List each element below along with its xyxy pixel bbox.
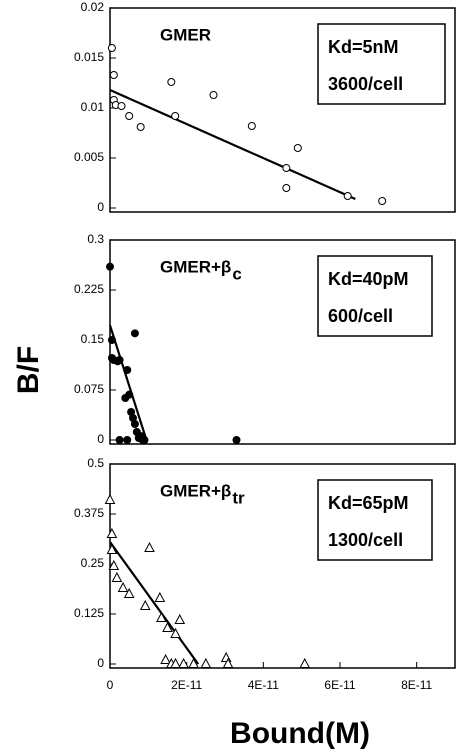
y-tick-label: 0.005 — [74, 150, 104, 164]
annotation-box — [317, 23, 446, 105]
annotation-text: Kd=5nM — [328, 37, 399, 57]
plot-frame — [109, 7, 456, 213]
data-point — [130, 329, 139, 338]
x-axis-label: Bound(M) — [230, 717, 370, 750]
data-point — [117, 581, 129, 592]
annotation-text: 600/cell — [328, 306, 393, 326]
data-point — [109, 71, 118, 79]
data-point — [200, 657, 212, 668]
fit-line — [109, 541, 200, 665]
data-point — [282, 164, 291, 172]
data-point — [222, 657, 234, 668]
data-point — [188, 657, 199, 668]
data-point — [106, 527, 118, 538]
y-tick-label: 0.015 — [74, 50, 104, 64]
data-point — [162, 621, 173, 632]
data-point — [106, 262, 114, 271]
data-point — [174, 613, 186, 624]
data-point — [170, 627, 181, 638]
data-point — [170, 657, 181, 668]
y-tick-label: 0.02 — [81, 0, 105, 14]
data-point — [140, 436, 149, 444]
data-point — [115, 356, 124, 364]
y-tick-label: 0.5 — [87, 456, 104, 470]
data-point — [178, 657, 189, 668]
fit-line — [108, 325, 148, 441]
data-point — [171, 112, 180, 120]
y-tick-label: 0 — [97, 656, 104, 670]
data-point — [167, 78, 176, 86]
data-point — [293, 144, 302, 152]
y-axis-label: B/F — [12, 346, 45, 394]
data-point — [117, 102, 126, 110]
data-point — [282, 184, 291, 192]
data-point — [125, 112, 134, 120]
data-point — [125, 390, 134, 399]
data-point — [220, 651, 232, 662]
plot-frame — [109, 463, 456, 669]
data-point — [123, 436, 132, 444]
y-tick-label: 0.01 — [81, 100, 105, 114]
y-tick-label: 0.375 — [74, 506, 104, 520]
annotation-text: 1300/cell — [328, 530, 403, 550]
panel-label: GMER+β — [160, 481, 231, 500]
data-point — [130, 420, 139, 428]
annotation-box — [317, 479, 433, 561]
y-tick-label: 0.125 — [74, 606, 104, 620]
data-point — [139, 599, 151, 610]
data-point — [247, 122, 256, 130]
data-point — [343, 192, 352, 200]
y-tick-label: 0 — [97, 200, 104, 214]
data-point — [107, 44, 116, 52]
y-tick-label: 0.25 — [81, 556, 105, 570]
annotation-box — [317, 255, 433, 337]
y-tick-label: 0 — [97, 432, 104, 446]
y-tick-label: 0.15 — [81, 332, 105, 346]
panel-label: GMER+β — [160, 257, 231, 276]
annotation-text: Kd=65pM — [328, 493, 409, 513]
x-tick-label: 0 — [107, 678, 114, 692]
data-point — [154, 591, 166, 602]
data-point — [107, 336, 116, 344]
x-tick-label: 8E-11 — [401, 678, 432, 692]
panel-label-subscript: tr — [232, 488, 245, 507]
data-point — [136, 123, 145, 131]
y-tick-label: 0.3 — [87, 232, 104, 246]
panel-label-subscript: c — [232, 264, 241, 283]
data-point — [232, 436, 241, 444]
data-point — [106, 543, 118, 554]
x-tick-label: 6E-11 — [324, 678, 355, 692]
data-point — [160, 653, 171, 664]
data-point — [111, 571, 123, 582]
annotation-text: Kd=40pM — [328, 269, 409, 289]
y-tick-label: 0.075 — [74, 382, 104, 396]
panel-label: GMER — [160, 25, 211, 44]
data-point — [299, 657, 311, 668]
data-point — [104, 493, 116, 504]
data-point — [108, 559, 120, 570]
data-point — [115, 436, 124, 444]
data-point — [123, 366, 132, 374]
annotation-text: 3600/cell — [328, 74, 403, 94]
x-tick-label: 4E-11 — [248, 678, 279, 692]
data-point — [209, 91, 218, 99]
x-tick-label: 2E-11 — [171, 678, 202, 692]
data-point — [156, 611, 167, 622]
data-point — [144, 541, 155, 552]
y-tick-label: 0.225 — [74, 282, 104, 296]
data-point — [378, 197, 387, 205]
data-point — [123, 587, 135, 598]
fit-line — [109, 88, 356, 201]
